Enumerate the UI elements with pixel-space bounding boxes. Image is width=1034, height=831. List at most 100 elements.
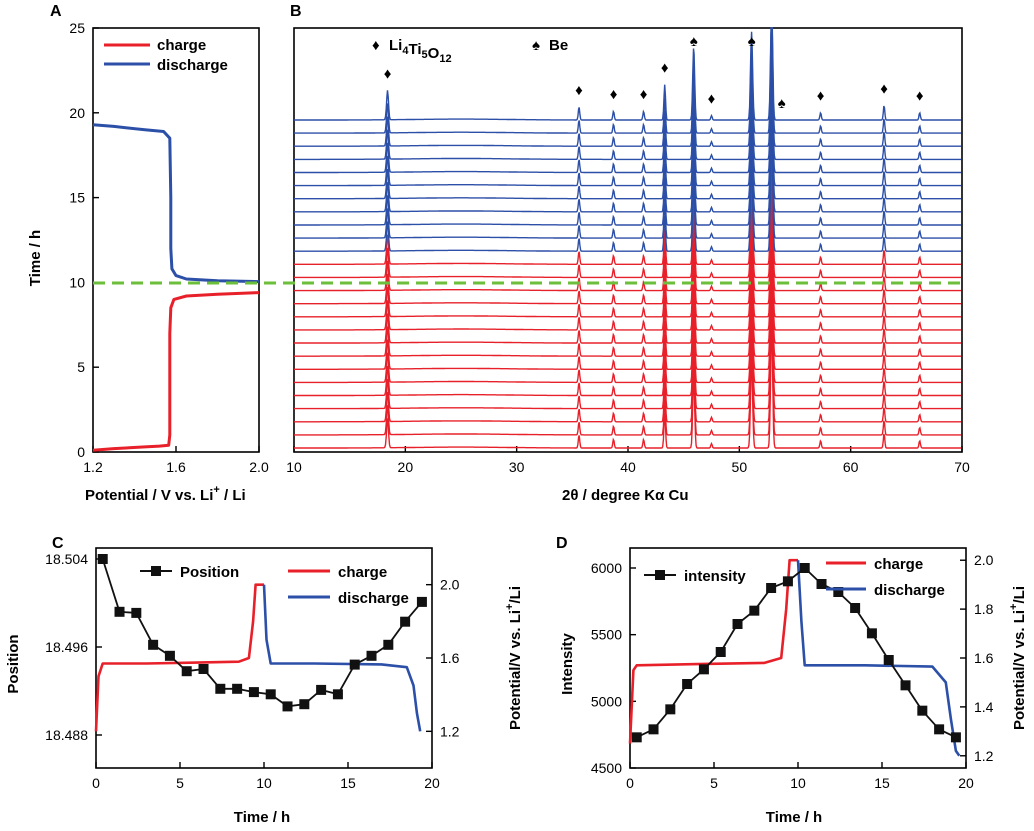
intensity-data-point bbox=[866, 628, 877, 639]
panel-a-ytick-label: 25 bbox=[69, 20, 85, 36]
panel-d-xlabel: Time / h bbox=[766, 809, 822, 826]
panel-b-xtick-label: 40 bbox=[620, 459, 636, 475]
panel-c-frame bbox=[95, 547, 433, 769]
intensity-data-point bbox=[816, 579, 827, 589]
panel-a-ylabel: Time / h bbox=[27, 230, 44, 286]
panel-c-right-ytick-label: 1.6 bbox=[440, 650, 460, 666]
panel-c-ytick-label: 18.504 bbox=[45, 551, 88, 567]
position-data-point bbox=[282, 701, 293, 712]
charge-xrd-pattern bbox=[294, 219, 962, 344]
position-data-point bbox=[131, 607, 142, 618]
discharge-xrd-pattern bbox=[294, 27, 962, 134]
intensity-data-point bbox=[833, 587, 844, 597]
legend-d-intensity-label: intensity bbox=[684, 568, 746, 585]
panel-b-xtick-label: 10 bbox=[286, 459, 302, 475]
spade-peak-marker: ♠ bbox=[778, 95, 786, 112]
intensity-data-point bbox=[883, 655, 894, 665]
discharge-xrd-pattern bbox=[294, 127, 962, 252]
position-data-point bbox=[400, 616, 411, 627]
intensity-data-point bbox=[665, 704, 676, 715]
panel-d-right-ytick-label: 1.6 bbox=[974, 650, 994, 666]
panel-d-ylabel-right: Potential/V vs. Li+/Li bbox=[1008, 586, 1028, 730]
position-data-point bbox=[299, 699, 310, 710]
discharge-xrd-pattern bbox=[294, 88, 962, 213]
panel-c: C Position Time / h Potential/V vs. Li+/… bbox=[5, 535, 524, 826]
legend-c-position-label: Position bbox=[180, 564, 239, 581]
charge-xrd-pattern bbox=[294, 311, 962, 436]
panel-a: A Time / h Potential / V vs. Li+ / Li 1.… bbox=[27, 3, 269, 504]
panel-a-ytick-label: 10 bbox=[69, 274, 85, 290]
position-data-point bbox=[198, 664, 209, 674]
panel-d-ytick-label: 4500 bbox=[591, 760, 622, 776]
intensity-data-point bbox=[900, 680, 911, 691]
legend-b-be-label: Be bbox=[549, 37, 568, 54]
position-data-point bbox=[383, 639, 394, 650]
charge-xrd-pattern bbox=[294, 324, 962, 449]
panel-d-xtick-label: 0 bbox=[626, 775, 634, 791]
panel-c-ytick-label: 18.496 bbox=[45, 639, 88, 655]
legend-b-diamond-icon: ♦ bbox=[372, 37, 380, 54]
intensity-data-point bbox=[917, 705, 928, 716]
intensity-data-point bbox=[682, 679, 693, 689]
panel-b-xtick-label: 20 bbox=[398, 459, 414, 475]
panel-a-xtick-label: 2.0 bbox=[249, 459, 269, 475]
panel-b-xtick-label: 70 bbox=[954, 459, 970, 475]
panel-d-letter: D bbox=[556, 535, 568, 552]
diamond-peak-marker: ♦ bbox=[661, 60, 669, 77]
intensity-data-point bbox=[766, 583, 777, 593]
discharge-xrd-pattern bbox=[294, 27, 962, 147]
panel-d-xtick-label: 20 bbox=[958, 775, 974, 791]
legend-c-position-marker bbox=[151, 566, 161, 576]
intensity-data-point bbox=[631, 732, 642, 743]
discharge-xrd-pattern bbox=[294, 35, 962, 161]
legend-b-spade-icon: ♠ bbox=[532, 37, 540, 54]
panel-b-letter: B bbox=[290, 3, 302, 20]
position-data-point bbox=[148, 639, 159, 650]
diamond-peak-marker: ♦ bbox=[640, 86, 648, 103]
position-data-point bbox=[97, 554, 108, 564]
charge-xrd-pattern bbox=[294, 180, 962, 305]
panel-c-letter: C bbox=[52, 535, 64, 552]
panel-c-xtick-label: 0 bbox=[92, 775, 100, 791]
panel-d-right-ytick-label: 1.8 bbox=[974, 601, 994, 617]
charge-xrd-pattern bbox=[294, 140, 962, 265]
panel-c-position-line bbox=[101, 558, 423, 708]
panel-d-ytick-label: 5000 bbox=[591, 693, 622, 709]
diamond-peak-marker: ♦ bbox=[610, 86, 618, 103]
charge-xrd-pattern bbox=[294, 193, 962, 318]
legend-c-charge-label: charge bbox=[338, 564, 387, 581]
panel-d-ylabel: Intensity bbox=[559, 633, 576, 695]
intensity-data-point bbox=[648, 724, 659, 735]
panel-a-charge-curve bbox=[92, 291, 260, 452]
charge-xrd-pattern bbox=[294, 206, 962, 331]
legend-a-discharge-label: discharge bbox=[157, 57, 228, 74]
legend-b-li4ti5o12-label: Li4Ti5O12 bbox=[389, 37, 452, 65]
panel-c-xtick-label: 20 bbox=[424, 775, 440, 791]
intensity-data-point bbox=[782, 576, 793, 587]
panel-a-xtick-label: 1.2 bbox=[83, 459, 103, 475]
discharge-xrd-pattern bbox=[294, 114, 962, 239]
panel-a-ytick-label: 5 bbox=[77, 359, 85, 375]
diamond-peak-marker: ♦ bbox=[916, 88, 924, 105]
position-data-point bbox=[316, 684, 327, 695]
panel-d-right-ytick-label: 1.4 bbox=[974, 699, 994, 715]
panel-a-discharge-curve bbox=[92, 123, 260, 284]
charge-xrd-pattern bbox=[294, 167, 962, 292]
charge-xrd-pattern bbox=[294, 258, 962, 384]
panel-c-xtick-label: 15 bbox=[340, 775, 356, 791]
panel-a-xtick-label: 1.6 bbox=[166, 459, 186, 475]
intensity-data-point bbox=[749, 605, 760, 616]
charge-xrd-pattern bbox=[294, 271, 962, 397]
panel-d-right-ytick-label: 1.2 bbox=[974, 748, 994, 764]
panel-b-xtick-label: 30 bbox=[509, 459, 525, 475]
panel-d-right-ytick-label: 2.0 bbox=[974, 552, 994, 568]
charge-xrd-pattern bbox=[294, 285, 962, 410]
panel-c-xtick-label: 5 bbox=[176, 775, 184, 791]
panel-c-xtick-label: 10 bbox=[256, 775, 272, 791]
position-data-point bbox=[215, 683, 226, 694]
panel-a-xlabel: Potential / V vs. Li+ / Li bbox=[85, 484, 246, 504]
panel-c-xlabel: Time / h bbox=[234, 809, 290, 826]
position-data-point bbox=[416, 596, 427, 607]
charge-xrd-pattern bbox=[294, 153, 962, 279]
panel-a-frame bbox=[92, 27, 260, 453]
